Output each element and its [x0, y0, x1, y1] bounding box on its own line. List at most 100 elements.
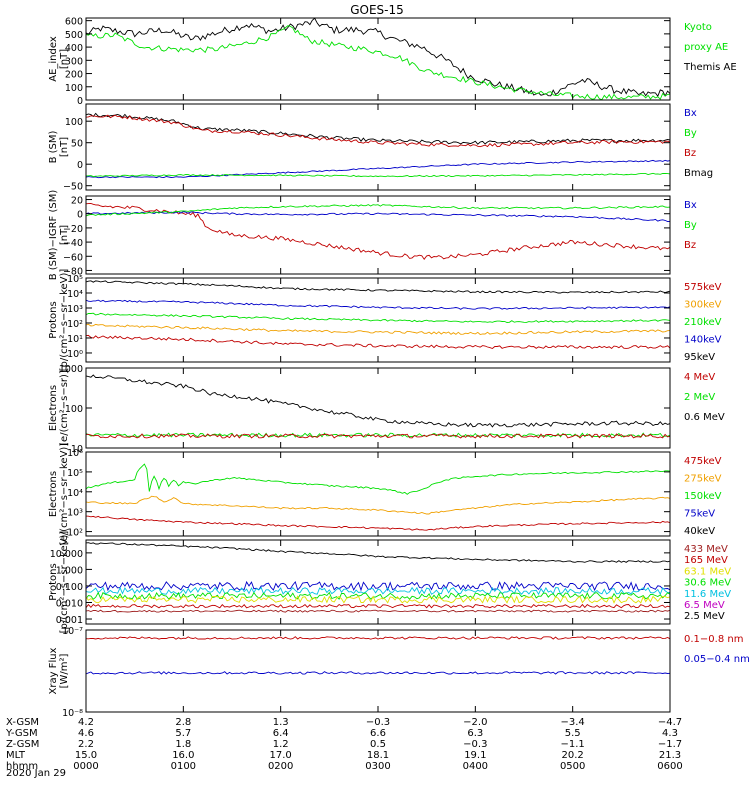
- panel-3: 20 0 −20 −40 −60 −80 B (SM)−IGRF (SM) [nT] Bx By B…: [48, 190, 697, 281]
- y-tick-label: 200: [65, 70, 83, 81]
- y-tick-label: 10⁴: [67, 289, 83, 300]
- footer-value: 6.3: [467, 728, 483, 739]
- y-tick-label: 100: [65, 117, 83, 128]
- y-tick-label: 0.001: [56, 615, 83, 626]
- panel-2-series: [86, 112, 670, 179]
- footer-row-label: Z-GSM: [6, 739, 39, 750]
- footer-value: 15.0: [75, 750, 97, 761]
- series-line-bx: [86, 159, 670, 179]
- legend-label-bx: Bx: [684, 108, 697, 119]
- panel-3-series: [86, 202, 670, 260]
- y-tick-label: 100: [65, 83, 83, 94]
- panel-5: 1000 100 10 Electrons [e/(cm²−s−sr)] 4 MeV 2 M…: [48, 364, 725, 455]
- footer-value: −1.1: [561, 739, 585, 750]
- y-axis-label: [e/(cm²−s−sr)]: [59, 370, 70, 446]
- y-tick-label: 10⁻⁸: [62, 708, 83, 719]
- y-tick-label: 1000: [59, 364, 83, 375]
- y-tick-label: 500: [65, 30, 83, 41]
- plot-title: GOES-15: [350, 3, 404, 17]
- footer-value: −0.3: [463, 739, 487, 750]
- legend-label-40kev: 40keV: [684, 526, 715, 537]
- panel-4-series: [86, 280, 670, 350]
- footer-value: 0100: [171, 761, 196, 772]
- footer-value: 17.0: [270, 750, 292, 761]
- y-tick-label: −20: [63, 224, 83, 235]
- legend-label-proxy-ae: proxy AE: [684, 42, 728, 53]
- footer-value: 21.3: [659, 750, 681, 761]
- footer-value: 4.3: [662, 728, 678, 739]
- series-line-kyoto-proxy-ae: [86, 25, 670, 100]
- series-line-575kev: [86, 334, 670, 350]
- footer-value: 0200: [268, 761, 293, 772]
- y-tick-label: 50: [71, 139, 83, 150]
- y-tick-label: 0: [77, 210, 83, 221]
- y-tick-label: 10⁻⁷: [62, 626, 83, 637]
- panel-5-frame: [85, 367, 671, 449]
- footer-value: 6.6: [370, 728, 386, 739]
- y-tick-label: 10³: [67, 304, 83, 315]
- footer-value: 5.7: [175, 728, 191, 739]
- y-axis-label: [nT]: [59, 49, 70, 69]
- y-tick-label: 0.010: [56, 598, 83, 609]
- legend-label-by: By: [684, 220, 697, 231]
- footer-value: 2.8: [175, 717, 191, 728]
- y-tick-label: 10¹: [67, 334, 83, 345]
- y-tick-label: 10⁴: [67, 488, 83, 499]
- series-line-140kev: [86, 299, 670, 310]
- y-axis-label: [p/(cm²−s−sr−keV)]: [59, 269, 70, 372]
- footer-value: −1.7: [658, 739, 682, 750]
- legend-label-75kev: 75keV: [684, 509, 715, 520]
- series-line-0-05-0-4-nm: [86, 671, 670, 675]
- panel-6-series: [86, 463, 670, 531]
- footer-value: 0000: [73, 761, 98, 772]
- series-line-bz: [86, 114, 670, 148]
- y-axis-label: [nT]: [59, 225, 70, 245]
- legend-label-0-05-0-4-nm: 0.05−0.4 nm: [684, 654, 750, 665]
- legend-label-275kev: 275keV: [684, 474, 722, 485]
- legend-label-bz: Bz: [684, 240, 696, 251]
- series-line-300kev: [86, 323, 670, 335]
- y-tick-label: 10⁵: [67, 274, 83, 285]
- series-line-475kev: [86, 515, 670, 531]
- y-tick-label: −60: [63, 252, 83, 263]
- panel-1-series: [86, 18, 670, 100]
- footer-value: 0.5: [370, 739, 386, 750]
- panel-8-series: [86, 636, 670, 675]
- y-tick-label: 10³: [67, 508, 83, 519]
- series-line-bx: [86, 211, 670, 222]
- series-line-0-6-mev: [86, 374, 670, 428]
- series-line-bmag: [86, 112, 670, 145]
- footer-value: 4.2: [78, 717, 94, 728]
- legend-label-themis-ae: Themis AE: [683, 62, 737, 73]
- y-tick-label: 10.000: [50, 549, 83, 560]
- series-line-0-1-0-8-nm: [86, 636, 670, 640]
- ephemeris-footer: X-GSM 4.2 2.8 1.3 −0.3 −2.0 −3.4 −4.7 Y-GSM 4.6 5.…: [5, 717, 683, 772]
- series-line-210kev: [86, 312, 670, 323]
- y-tick-label: 300: [65, 56, 83, 67]
- series-line-433-mev: [86, 609, 670, 613]
- y-axis-label: [e/(cm²−s−sr−keV)]: [59, 443, 70, 546]
- footer-value: 1.8: [175, 739, 191, 750]
- panel-8: 10⁻⁷ 10⁻⁸ Xray Flux [W/m²] 0.1−0.8 nm 0.05−0.…: [48, 626, 750, 719]
- footer-value: −2.0: [463, 717, 487, 728]
- legend-label-63-1-mev: 63.1 MeV: [684, 566, 731, 577]
- footer-value: 16.0: [172, 750, 194, 761]
- legend-label-95kev: 95keV: [684, 352, 715, 363]
- legend-label-0-6-mev: 0.6 MeV: [684, 412, 725, 423]
- legend-label-140kev: 140keV: [684, 335, 722, 346]
- legend-label-475kev: 475keV: [684, 456, 722, 467]
- y-tick-label: 1.000: [56, 565, 83, 576]
- series-line-bz: [86, 202, 670, 260]
- panel-5-series: [86, 374, 670, 439]
- footer-value: −4.7: [658, 717, 682, 728]
- footer-row-label: X-GSM: [6, 717, 39, 728]
- y-tick-label: 10: [71, 444, 83, 455]
- y-tick-label: 100: [65, 404, 83, 415]
- panel-8-frame: [85, 629, 671, 713]
- series-line-2-5-mev: [86, 542, 670, 563]
- y-tick-label: 10⁶: [67, 448, 83, 459]
- legend-label-2-5-mev: 2.5 MeV: [684, 611, 725, 622]
- legend-label-4-mev: 4 MeV: [684, 372, 715, 383]
- footer-row-label: Y-GSM: [5, 728, 38, 739]
